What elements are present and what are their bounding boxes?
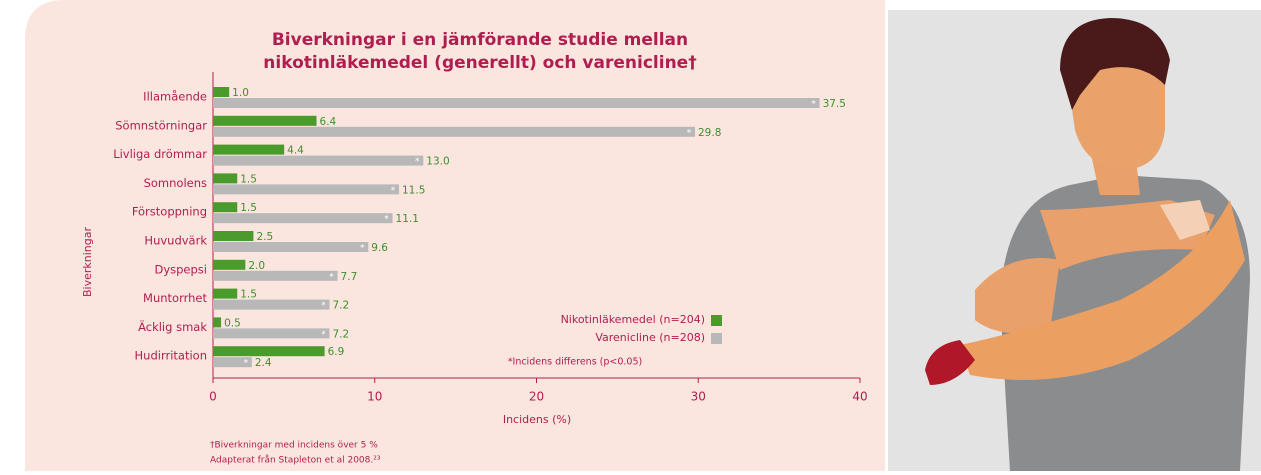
- significance-note: *Incidens differens (p<0.05): [508, 357, 642, 368]
- significance-marker: *: [321, 330, 326, 340]
- bar: [213, 260, 245, 270]
- value-label: 11.1: [396, 213, 419, 225]
- value-label: 6.9: [328, 346, 345, 358]
- bar: [213, 271, 338, 281]
- bar: [213, 317, 221, 327]
- significance-marker: *: [321, 301, 326, 311]
- value-label: 7.7: [341, 271, 358, 283]
- value-label: 9.6: [371, 242, 388, 254]
- y-tick-label: Dyspepsi: [154, 262, 207, 276]
- bar: [213, 87, 229, 97]
- legend-swatch: [711, 333, 722, 344]
- value-label: 2.4: [255, 357, 272, 369]
- bar: [213, 173, 237, 183]
- bar: [213, 184, 399, 194]
- value-label: 11.5: [402, 184, 425, 196]
- significance-marker: *: [687, 128, 692, 138]
- y-tick-label: Muntorrhet: [143, 291, 207, 305]
- value-label: 29.8: [698, 127, 721, 139]
- bar: [213, 242, 368, 252]
- legend-label: Nikotinläkemedel (n=204): [561, 313, 705, 326]
- y-tick-label: Illamående: [143, 90, 207, 104]
- y-tick-label: Äcklig smak: [138, 319, 207, 334]
- significance-marker: *: [811, 100, 816, 110]
- chart-title: nikotinläkemedel (generellt) och varenic…: [263, 53, 696, 73]
- y-tick-label: Hudirritation: [135, 349, 207, 363]
- y-tick-label: Huvudvärk: [144, 234, 207, 248]
- value-label: 7.2: [332, 300, 349, 312]
- bar: [213, 328, 329, 338]
- legend-label: Varenicline (n=208): [595, 331, 705, 344]
- value-label: 13.0: [426, 156, 449, 168]
- value-label: 1.0: [232, 87, 249, 99]
- value-label: 37.5: [823, 98, 846, 110]
- value-label: 1.5: [240, 173, 257, 185]
- bar: [213, 300, 329, 310]
- x-tick-label: 10: [367, 390, 382, 404]
- x-axis-title: Incidens (%): [503, 413, 571, 426]
- bar: [213, 145, 284, 155]
- bar: [213, 98, 820, 108]
- value-label: 4.4: [287, 145, 304, 157]
- bar: [213, 213, 393, 223]
- x-tick-label: 40: [852, 390, 867, 404]
- chart: Biverkningar i en jämförande studie mell…: [0, 0, 1261, 471]
- footnote: Adapterat från Stapleton et al 2008.²³: [210, 455, 381, 466]
- bar: [213, 346, 325, 356]
- x-tick-label: 30: [691, 390, 706, 404]
- significance-marker: *: [360, 244, 365, 254]
- bar: [213, 156, 423, 166]
- y-tick-label: Somnolens: [144, 176, 207, 190]
- bar: [213, 202, 237, 212]
- footnote: †Biverkningar med incidens över 5 %: [210, 441, 378, 451]
- chart-title: Biverkningar i en jämförande studie mell…: [272, 30, 688, 50]
- bar: [213, 116, 317, 126]
- page: Biverkningar i en jämförande studie mell…: [0, 0, 1261, 471]
- bar: [213, 127, 695, 137]
- x-tick-label: 20: [529, 390, 544, 404]
- significance-marker: *: [391, 186, 396, 196]
- legend-swatch: [711, 315, 722, 326]
- significance-marker: *: [415, 157, 420, 167]
- bar: [213, 289, 237, 299]
- y-tick-label: Förstoppning: [132, 205, 207, 219]
- value-label: 0.5: [224, 317, 241, 329]
- significance-marker: *: [244, 359, 249, 369]
- significance-marker: *: [329, 272, 334, 282]
- value-label: 6.4: [320, 116, 337, 128]
- x-tick-label: 0: [209, 390, 217, 404]
- value-label: 1.5: [240, 289, 257, 301]
- y-axis-title: Biverkningar: [81, 227, 94, 297]
- value-label: 2.0: [248, 260, 265, 272]
- bar: [213, 231, 253, 241]
- value-label: 7.2: [332, 328, 349, 340]
- value-label: 1.5: [240, 202, 257, 214]
- value-label: 2.5: [256, 231, 273, 243]
- y-tick-label: Sömnstörningar: [115, 118, 207, 132]
- y-tick-label: Livliga drömmar: [113, 147, 207, 161]
- significance-marker: *: [384, 215, 389, 225]
